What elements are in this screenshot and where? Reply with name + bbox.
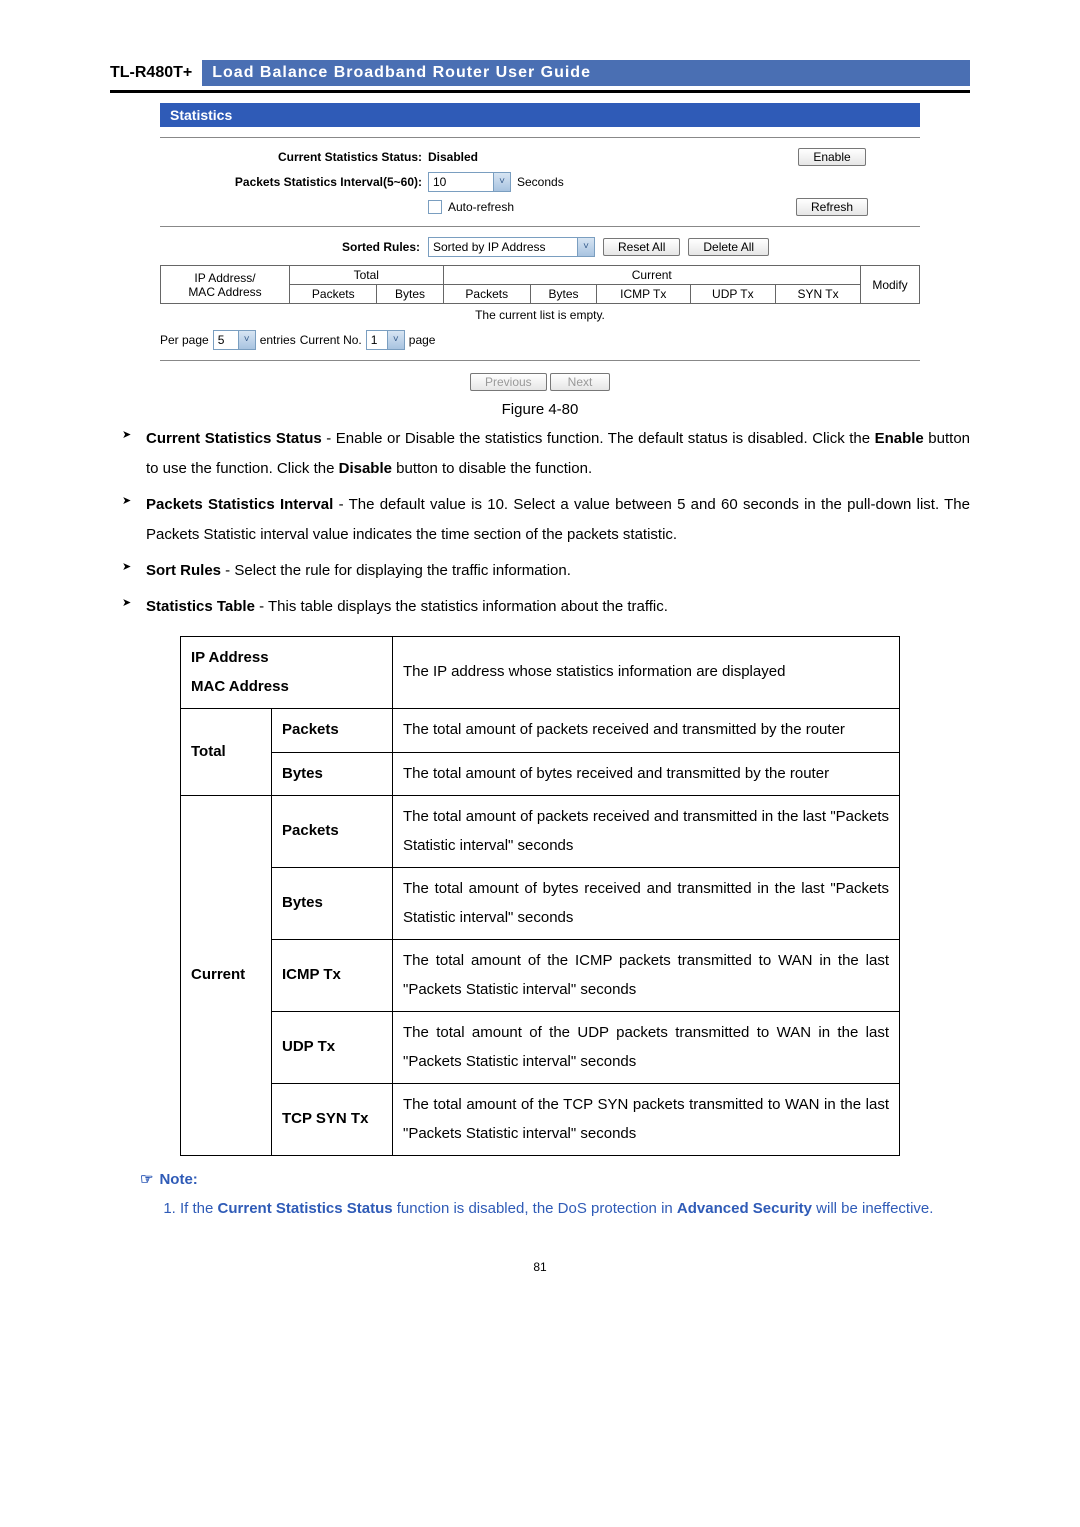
table-empty-message: The current list is empty. xyxy=(161,304,920,327)
chevron-down-icon: ˅ xyxy=(387,331,404,349)
th-total-packets: Packets xyxy=(290,285,377,304)
description-list: Current Statistics Status - Enable or Di… xyxy=(110,424,970,622)
panel-divider-mid xyxy=(160,226,920,227)
bullet-interval-label: Packets Statistics Interval xyxy=(146,496,333,513)
th-cur-syn: SYN Tx xyxy=(776,285,861,304)
panel-divider-bottom xyxy=(160,360,920,361)
bullet-table: Statistics Table - This table displays t… xyxy=(146,592,970,622)
nav-row: Previous Next xyxy=(160,367,920,391)
th-total: Total xyxy=(290,266,444,285)
bullet-sort: Sort Rules - Select the rule for display… xyxy=(146,556,970,586)
status-value: Disabled xyxy=(428,150,478,164)
page-number: 81 xyxy=(110,1260,970,1274)
interval-unit: Seconds xyxy=(517,175,564,189)
chevron-down-icon: ˅ xyxy=(493,173,510,191)
perpage-value: 5 xyxy=(218,333,234,347)
previous-button[interactable]: Previous xyxy=(470,373,547,391)
refresh-button[interactable]: Refresh xyxy=(796,198,868,216)
def-cur-syn-desc: The total amount of the TCP SYN packets … xyxy=(393,1084,900,1156)
doc-title: Load Balance Broadband Router User Guide xyxy=(202,60,970,86)
th-current: Current xyxy=(443,266,860,285)
model-number: TL-R480T+ xyxy=(110,60,202,86)
def-cur-udp-head: UDP Tx xyxy=(272,1012,393,1084)
autorefresh-label: Auto-refresh xyxy=(448,200,514,214)
perpage-label: Per page xyxy=(160,333,209,347)
th-cur-bytes: Bytes xyxy=(531,285,597,304)
interval-label: Packets Statistics Interval(5~60): xyxy=(168,175,428,189)
statistics-screenshot: Statistics Current Statistics Status: Di… xyxy=(160,103,920,391)
doc-header: TL-R480T+ Load Balance Broadband Router … xyxy=(110,60,970,86)
th-ipmac: IP Address/ MAC Address xyxy=(161,266,290,304)
def-current-head: Current xyxy=(181,796,272,1156)
definitions-table: IP Address MAC Address The IP address wh… xyxy=(180,636,900,1156)
th-cur-icmp: ICMP Tx xyxy=(597,285,690,304)
th-modify: Modify xyxy=(861,266,920,304)
interval-select[interactable]: 10 ˅ xyxy=(428,172,511,192)
bullet-interval: Packets Statistics Interval - The defaul… xyxy=(146,490,970,550)
pager-row: Per page 5 ˅ entries Current No. 1 ˅ pag… xyxy=(160,326,920,354)
autorefresh-checkbox[interactable] xyxy=(428,200,442,214)
def-total-bytes-desc: The total amount of bytes received and t… xyxy=(393,752,900,796)
next-button[interactable]: Next xyxy=(550,373,610,391)
bullet-status-label: Current Statistics Status xyxy=(146,430,322,447)
entries-label: entries xyxy=(260,333,296,347)
bullet-sort-label: Sort Rules xyxy=(146,562,221,579)
chevron-down-icon: ˅ xyxy=(238,331,255,349)
status-grid: Current Statistics Status: Disabled Enab… xyxy=(160,144,920,220)
def-cur-icmp-desc: The total amount of the ICMP packets tra… xyxy=(393,940,900,1012)
header-divider xyxy=(110,90,970,93)
def-cur-syn-head: TCP SYN Tx xyxy=(272,1084,393,1156)
def-ipmac-head: IP Address MAC Address xyxy=(181,637,393,709)
perpage-select[interactable]: 5 ˅ xyxy=(213,330,256,350)
notes-list: If the Current Statistics Status functio… xyxy=(110,1194,970,1224)
def-cur-packets-head: Packets xyxy=(272,796,393,868)
delete-all-button[interactable]: Delete All xyxy=(688,238,769,256)
bullet-table-label: Statistics Table xyxy=(146,598,255,615)
currentno-select[interactable]: 1 ˅ xyxy=(366,330,405,350)
currentno-label: Current No. xyxy=(300,333,362,347)
statistics-table: IP Address/ MAC Address Total Current Mo… xyxy=(160,265,920,326)
def-cur-udp-desc: The total amount of the UDP packets tran… xyxy=(393,1012,900,1084)
def-cur-bytes-desc: The total amount of bytes received and t… xyxy=(393,868,900,940)
currentno-value: 1 xyxy=(371,333,383,347)
page-label: page xyxy=(409,333,436,347)
chevron-down-icon: ˅ xyxy=(577,238,594,256)
th-total-bytes: Bytes xyxy=(377,285,443,304)
def-ipmac-desc: The IP address whose statistics informat… xyxy=(393,637,900,709)
def-cur-packets-desc: The total amount of packets received and… xyxy=(393,796,900,868)
def-cur-icmp-head: ICMP Tx xyxy=(272,940,393,1012)
enable-button[interactable]: Enable xyxy=(798,148,865,166)
sorted-value: Sorted by IP Address xyxy=(433,240,573,254)
def-total-bytes-head: Bytes xyxy=(272,752,393,796)
reset-all-button[interactable]: Reset All xyxy=(603,238,680,256)
def-total-head: Total xyxy=(181,709,272,796)
bullet-status: Current Statistics Status - Enable or Di… xyxy=(146,424,970,484)
figure-caption: Figure 4-80 xyxy=(110,401,970,418)
th-cur-packets: Packets xyxy=(443,285,530,304)
sorted-label: Sorted Rules: xyxy=(168,240,420,254)
status-label: Current Statistics Status: xyxy=(168,150,428,164)
note-heading: ☞Note: xyxy=(140,1170,970,1188)
def-cur-bytes-head: Bytes xyxy=(272,868,393,940)
panel-title: Statistics xyxy=(160,103,920,127)
panel-divider-top xyxy=(160,137,920,138)
note-item-1: If the Current Statistics Status functio… xyxy=(180,1194,970,1224)
def-total-packets-head: Packets xyxy=(272,709,393,753)
sorted-select[interactable]: Sorted by IP Address ˅ xyxy=(428,237,595,257)
def-total-packets-desc: The total amount of packets received and… xyxy=(393,709,900,753)
sorted-row: Sorted Rules: Sorted by IP Address ˅ Res… xyxy=(160,233,920,261)
interval-value: 10 xyxy=(433,175,489,189)
th-cur-udp: UDP Tx xyxy=(690,285,776,304)
pointing-hand-icon: ☞ xyxy=(140,1171,153,1188)
